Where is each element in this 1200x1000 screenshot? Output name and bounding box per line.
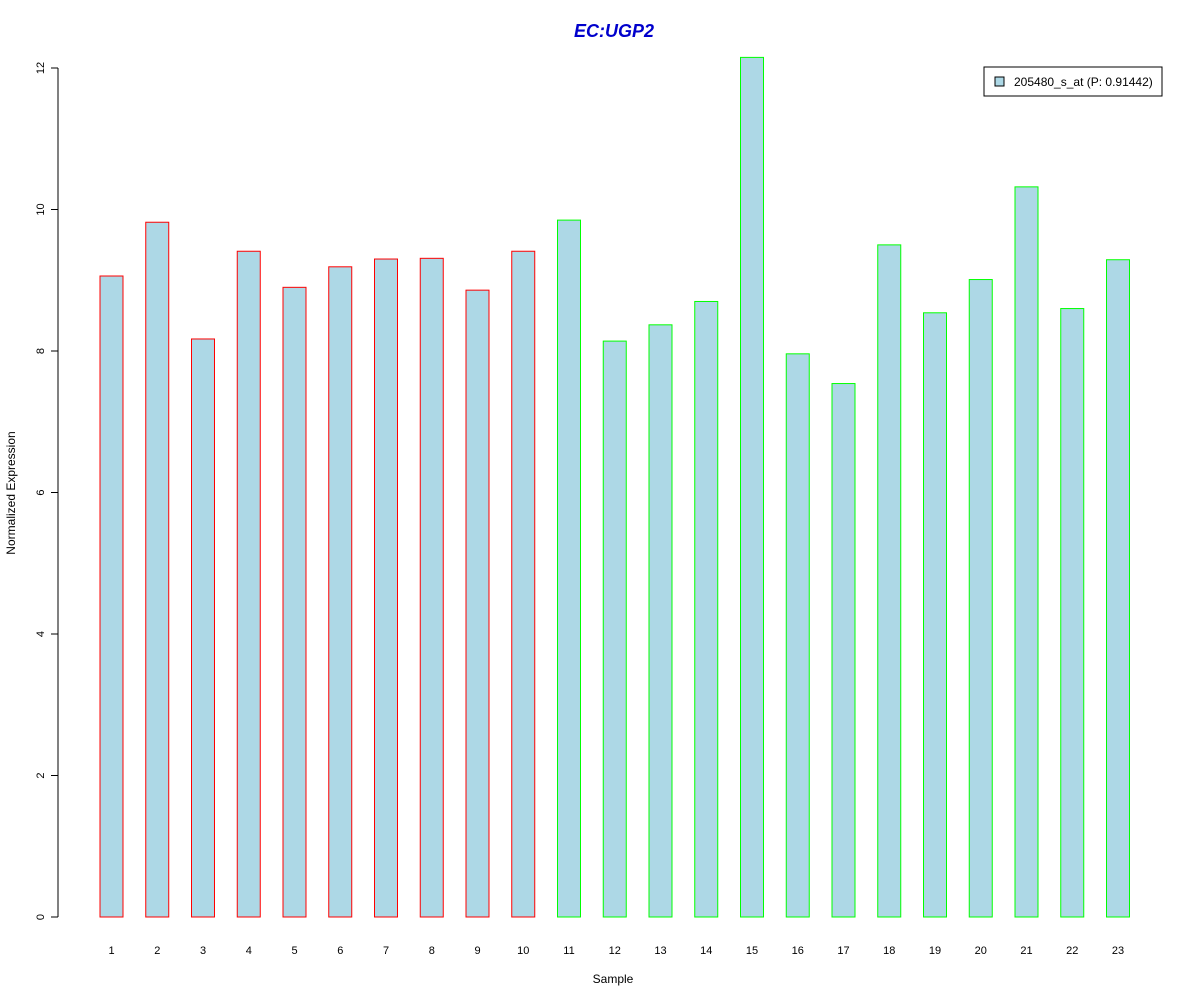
y-tick-label: 2 xyxy=(35,772,47,778)
bar-sample-6 xyxy=(328,266,353,918)
x-tick-label: 13 xyxy=(654,945,666,957)
legend-entry-label: 205480_s_at (P: 0.91442) xyxy=(1014,75,1153,89)
bar-sample-20 xyxy=(968,279,993,918)
x-tick-label: 4 xyxy=(246,945,252,957)
x-tick-label: 3 xyxy=(200,945,206,957)
bar-sample-23 xyxy=(1106,259,1130,918)
bar-sample-11 xyxy=(557,219,581,918)
x-tick-label: 20 xyxy=(975,945,987,957)
bar-sample-16 xyxy=(785,353,810,918)
x-tick-label: 23 xyxy=(1112,945,1124,957)
bar-sample-17 xyxy=(831,383,856,918)
bar-sample-22 xyxy=(1060,308,1085,918)
x-axis-label: Sample xyxy=(593,972,634,986)
y-tick-label: 10 xyxy=(35,203,47,215)
bars-group xyxy=(99,56,1130,918)
x-tick-label: 1 xyxy=(108,945,114,957)
x-tick-label: 7 xyxy=(383,945,389,957)
y-tick-label: 6 xyxy=(35,489,47,495)
bar-sample-19 xyxy=(923,312,947,918)
chart-title: EC:UGP2 xyxy=(574,21,654,41)
legend: 205480_s_at (P: 0.91442) xyxy=(983,66,1163,97)
bar-sample-1 xyxy=(99,275,124,918)
bar-sample-12 xyxy=(602,340,627,918)
bar-sample-7 xyxy=(374,258,398,918)
x-tick-labels: 1 2 3 4 5 6 7 8 9 10 11 12 13 14 15 16 17 18 19 20 21 22 23 xyxy=(108,945,1124,957)
x-tick-label: 11 xyxy=(563,945,574,957)
y-tick-label: 12 xyxy=(35,62,47,74)
bar-sample-4 xyxy=(236,250,261,918)
x-tick-label: 8 xyxy=(429,945,435,957)
bar-sample-15 xyxy=(740,56,764,918)
bar-sample-3 xyxy=(191,338,215,918)
x-tick-label: 16 xyxy=(792,945,804,957)
x-tick-label: 9 xyxy=(474,945,480,957)
y-tick-label: 4 xyxy=(35,631,47,637)
x-tick-label: 21 xyxy=(1020,945,1032,957)
legend-box xyxy=(983,66,1163,97)
x-tick-label: 19 xyxy=(929,945,941,957)
x-tick-label: 17 xyxy=(837,945,849,957)
x-tick-label: 18 xyxy=(883,945,895,957)
bar-sample-8 xyxy=(419,257,444,918)
bar-sample-13 xyxy=(648,324,673,918)
y-axis: 0 2 4 6 8 10 12 xyxy=(35,62,59,920)
y-tick-label: 0 xyxy=(35,914,47,920)
bar-sample-5 xyxy=(282,286,307,918)
y-tick-label: 8 xyxy=(35,348,47,354)
x-tick-label: 6 xyxy=(337,945,343,957)
x-tick-label: 15 xyxy=(746,945,758,957)
bar-sample-18 xyxy=(877,244,902,918)
bar-sample-9 xyxy=(465,289,490,918)
x-tick-label: 14 xyxy=(700,945,712,957)
x-tick-label: 10 xyxy=(517,945,529,957)
x-tick-label: 12 xyxy=(609,945,621,957)
y-axis-label: Normalized Expression xyxy=(4,431,18,554)
bar-sample-2 xyxy=(145,221,170,918)
bar-sample-14 xyxy=(694,300,719,918)
x-tick-label: 5 xyxy=(291,945,297,957)
x-tick-label: 22 xyxy=(1066,945,1078,957)
legend-swatch xyxy=(994,76,1005,87)
bar-sample-10 xyxy=(511,250,536,918)
x-tick-label: 2 xyxy=(154,945,160,957)
bar-sample-21 xyxy=(1014,186,1039,918)
